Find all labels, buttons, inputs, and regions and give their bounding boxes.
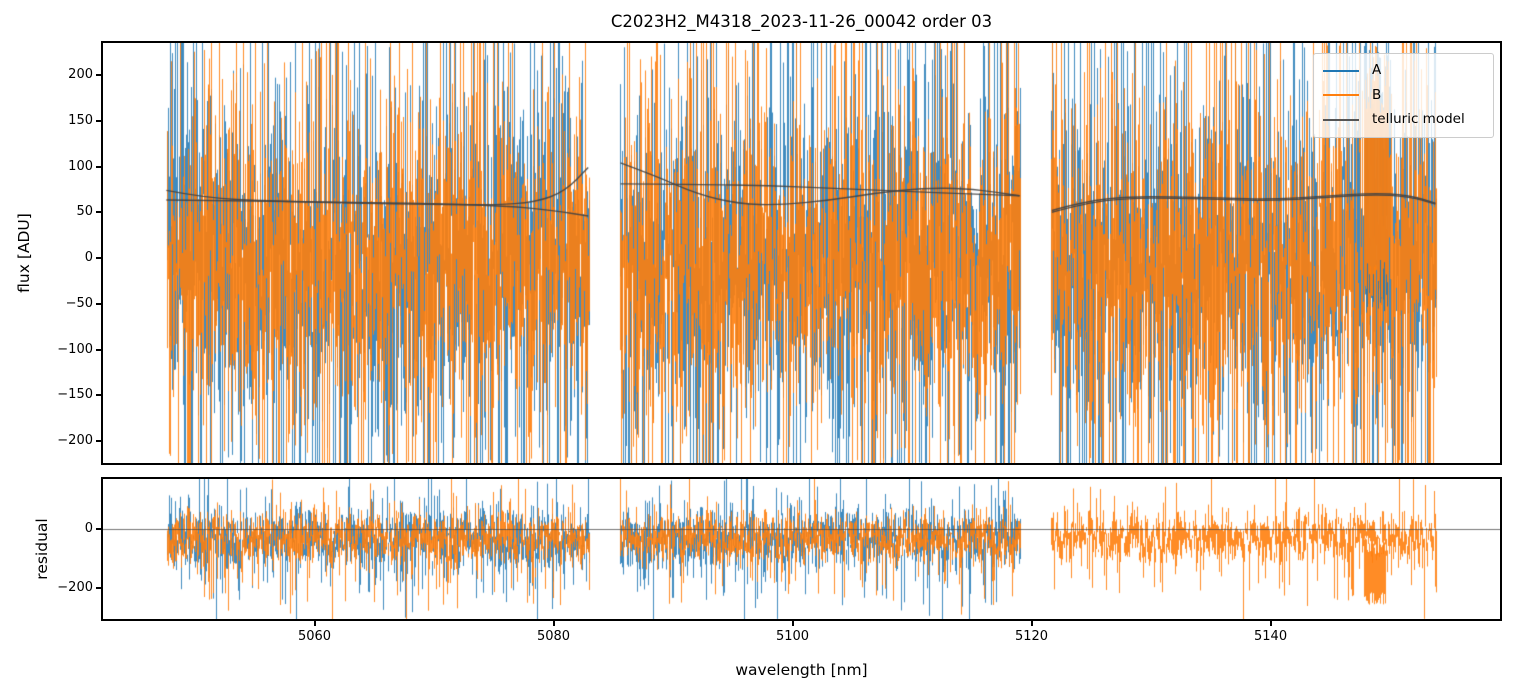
tick-mark [96,440,103,443]
legend-label-b: B [1372,86,1382,103]
tick-mark [96,587,103,590]
legend-line-sample-telluric [1323,118,1359,121]
tick-mark [791,619,794,626]
tick-label: −200 [57,580,93,596]
tick-mark [96,119,103,122]
tick-label: 5060 [297,629,332,644]
residual-plot-canvas [103,479,1500,619]
tick-label: −150 [57,387,93,403]
tick-label: 5120 [1014,629,1049,644]
legend: A B telluric model [1313,53,1494,138]
tick-label: 200 [68,67,93,83]
tick-label: 5080 [536,629,571,644]
legend-label-telluric: telluric model [1372,111,1465,128]
tick-label: 5140 [1254,629,1288,644]
tick-label: 150 [68,112,93,128]
tick-mark [96,165,103,168]
legend-entry-telluric: telluric model [1323,113,1484,127]
tick-label: 0 [84,521,93,537]
tick-mark [96,211,103,214]
x-axis-label: wavelength [nm] [735,661,868,679]
tick-mark [96,394,103,397]
legend-label-a: A [1372,62,1382,79]
tick-mark [313,619,316,626]
tick-mark [96,302,103,305]
tick-label: −50 [65,295,93,311]
tick-mark [96,528,103,531]
tick-mark [96,257,103,260]
tick-label: −200 [57,433,93,449]
legend-entry-b: B [1323,86,1484,103]
tick-mark [1030,619,1033,626]
figure-title: C2023H2_M4318_2023-11-26_00042 order 03 [610,12,993,31]
flux-plot-canvas [103,43,1500,463]
legend-line-sample-b [1323,94,1359,97]
legend-line-sample-a [1323,70,1359,73]
tick-mark [96,74,103,77]
tick-mark [96,348,103,351]
tick-mark [1269,619,1272,626]
legend-entry-a: A [1323,64,1484,78]
tick-label: −100 [57,341,93,357]
tick-label: 5100 [775,629,810,644]
tick-label: 100 [68,158,93,174]
tick-label: 50 [76,204,93,220]
tick-label: 0 [84,250,93,266]
tick-mark [552,619,555,626]
